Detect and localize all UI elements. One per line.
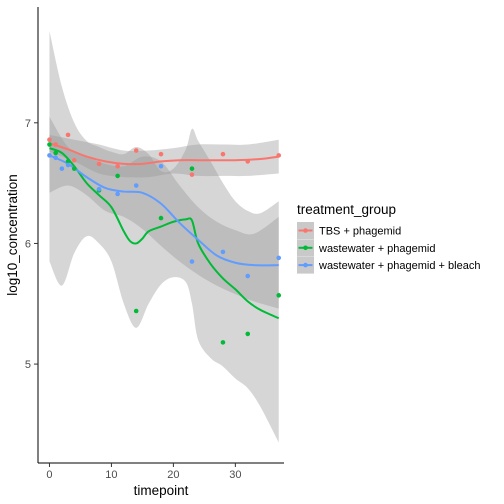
legend-key-point xyxy=(303,262,308,268)
data-point-wastewater-phagemid-bleach xyxy=(96,186,102,192)
data-point-wastewater-phagemid xyxy=(65,159,71,164)
legend-key-point xyxy=(303,228,308,233)
data-point-wastewater-phagemid-bleach xyxy=(158,163,164,169)
data-point-wastewater-phagemid-bleach xyxy=(47,153,52,158)
confidence-band-wastewater-phagemid-bleach xyxy=(49,116,279,309)
data-point-wastewater-phagemid xyxy=(220,340,226,345)
y-axis-title: log10_concentration xyxy=(5,174,20,296)
data-point-tbs-phagemid xyxy=(47,137,52,142)
data-point-wastewater-phagemid-bleach xyxy=(65,162,71,168)
data-point-wastewater-phagemid-bleach xyxy=(276,255,282,261)
data-point-wastewater-phagemid-bleach xyxy=(133,183,139,188)
data-point-tbs-phagemid xyxy=(96,161,102,167)
data-point-tbs-phagemid xyxy=(65,132,71,138)
data-point-tbs-phagemid xyxy=(189,172,195,177)
confidence-band-tbs-phagemid xyxy=(49,134,279,178)
data-point-wastewater-phagemid xyxy=(133,308,139,314)
data-point-wastewater-phagemid xyxy=(53,150,58,156)
x-tick-label: 0 xyxy=(46,469,52,481)
data-point-wastewater-phagemid-bleach xyxy=(59,166,65,171)
data-point-tbs-phagemid xyxy=(245,159,251,164)
data-point-tbs-phagemid xyxy=(158,151,164,157)
data-point-wastewater-phagemid xyxy=(71,166,77,171)
x-tick-label: 30 xyxy=(229,469,241,481)
confidence-band-wastewater-phagemid xyxy=(49,31,279,443)
x-tick-label: 20 xyxy=(167,469,179,481)
data-point-tbs-phagemid xyxy=(53,142,58,147)
data-point-wastewater-phagemid-bleach xyxy=(53,155,58,161)
confidence-bands xyxy=(49,31,279,443)
legend-title: treatment_group xyxy=(297,202,396,217)
data-point-tbs-phagemid xyxy=(133,148,139,153)
data-point-wastewater-phagemid-bleach xyxy=(189,259,195,264)
y-tick-label: 5 xyxy=(25,359,31,371)
smooth-line-wastewater-phagemid-bleach xyxy=(49,154,279,267)
data-point-wastewater-phagemid xyxy=(115,173,120,179)
data-point-wastewater-phagemid xyxy=(189,166,195,171)
data-point-wastewater-phagemid-bleach xyxy=(220,249,226,255)
y-tick-label: 6 xyxy=(25,238,31,250)
y-tick-label: 7 xyxy=(25,118,31,130)
data-point-tbs-phagemid xyxy=(220,151,226,157)
data-point-wastewater-phagemid xyxy=(276,293,282,298)
legend-label-wastewater-phagemid-bleach: wastewater + phagemid + bleach xyxy=(318,260,480,272)
data-point-wastewater-phagemid xyxy=(47,142,52,147)
legend-label-tbs-phagemid: TBS + phagemid xyxy=(319,226,401,238)
data-point-tbs-phagemid xyxy=(115,163,120,169)
data-point-tbs-phagemid xyxy=(71,157,77,163)
x-tick-label: 10 xyxy=(105,469,117,481)
legend-label-wastewater-phagemid: wastewater + phagemid xyxy=(318,243,435,255)
data-points xyxy=(47,132,282,345)
data-point-wastewater-phagemid xyxy=(158,215,164,221)
axes: 0 10 20 30 5 6 7 timepoint log10_concentration xyxy=(5,7,284,498)
x-axis-title: timepoint xyxy=(134,483,189,498)
data-point-wastewater-phagemid-bleach xyxy=(245,273,251,279)
legend: treatment_group TBS + phagemid wastewater … xyxy=(297,202,480,274)
legend-key-point xyxy=(303,245,308,251)
data-point-wastewater-phagemid-bleach xyxy=(115,191,120,197)
smooth-line-wastewater-phagemid xyxy=(49,147,280,320)
smooth-lines xyxy=(49,142,280,320)
data-point-wastewater-phagemid xyxy=(245,331,251,337)
smooth-line-tbs-phagemid xyxy=(49,142,279,166)
data-point-tbs-phagemid xyxy=(276,153,282,158)
